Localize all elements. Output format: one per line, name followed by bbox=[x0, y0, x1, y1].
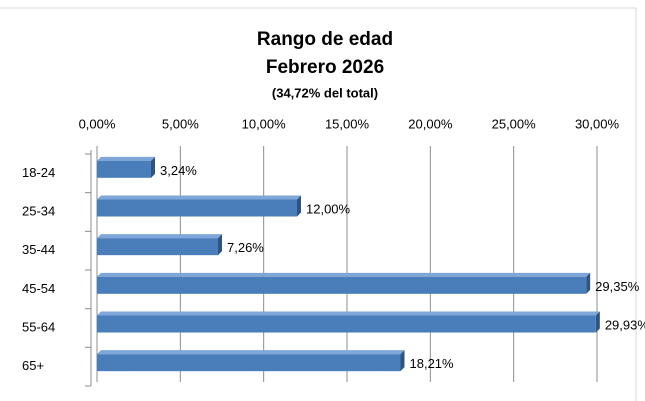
bar bbox=[97, 238, 218, 256]
bar-side bbox=[151, 156, 155, 178]
bar-side bbox=[586, 272, 591, 294]
chart-title: Rango de edad bbox=[257, 29, 393, 50]
bar-top bbox=[97, 350, 405, 355]
bar-side bbox=[595, 311, 600, 333]
chart-subtitle: Febrero 2026 bbox=[266, 57, 384, 78]
y-tick-label: 25-34 bbox=[22, 203, 55, 218]
bar bbox=[97, 354, 401, 372]
value-label: 29,35% bbox=[595, 279, 640, 294]
bar-top bbox=[97, 195, 301, 200]
bar-top bbox=[97, 272, 591, 277]
y-tick-label: 18-24 bbox=[22, 165, 55, 180]
y-tick-label: 55-64 bbox=[22, 319, 55, 334]
y-tick-label: 65+ bbox=[22, 358, 44, 373]
x-tick-label: 20,00% bbox=[408, 116, 453, 131]
y-tick-label: 35-44 bbox=[22, 242, 55, 257]
bar bbox=[97, 276, 587, 294]
x-tick-label: 25,00% bbox=[492, 116, 537, 131]
bar-side bbox=[400, 350, 405, 372]
bar bbox=[97, 160, 151, 178]
value-label: 29,93% bbox=[605, 317, 645, 332]
bar-top bbox=[97, 234, 222, 239]
bar-side bbox=[218, 234, 222, 256]
x-tick-label: 10,00% bbox=[242, 116, 287, 131]
bar bbox=[97, 199, 297, 217]
x-tick-label: 30,00% bbox=[575, 116, 620, 131]
x-tick-label: 15,00% bbox=[325, 116, 370, 131]
chart-annotation: (34,72% del total) bbox=[272, 85, 378, 100]
value-label: 12,00% bbox=[306, 201, 351, 216]
value-label: 18,21% bbox=[410, 356, 455, 371]
bar-top bbox=[97, 311, 600, 316]
x-tick-label: 5,00% bbox=[162, 116, 199, 131]
bar bbox=[97, 315, 596, 333]
bar-side bbox=[297, 195, 301, 217]
value-label: 3,24% bbox=[160, 163, 197, 178]
bar-top bbox=[97, 156, 155, 161]
x-tick-label: 0,00% bbox=[79, 116, 116, 131]
value-label: 7,26% bbox=[227, 240, 264, 255]
y-tick-label: 45-54 bbox=[22, 281, 55, 296]
